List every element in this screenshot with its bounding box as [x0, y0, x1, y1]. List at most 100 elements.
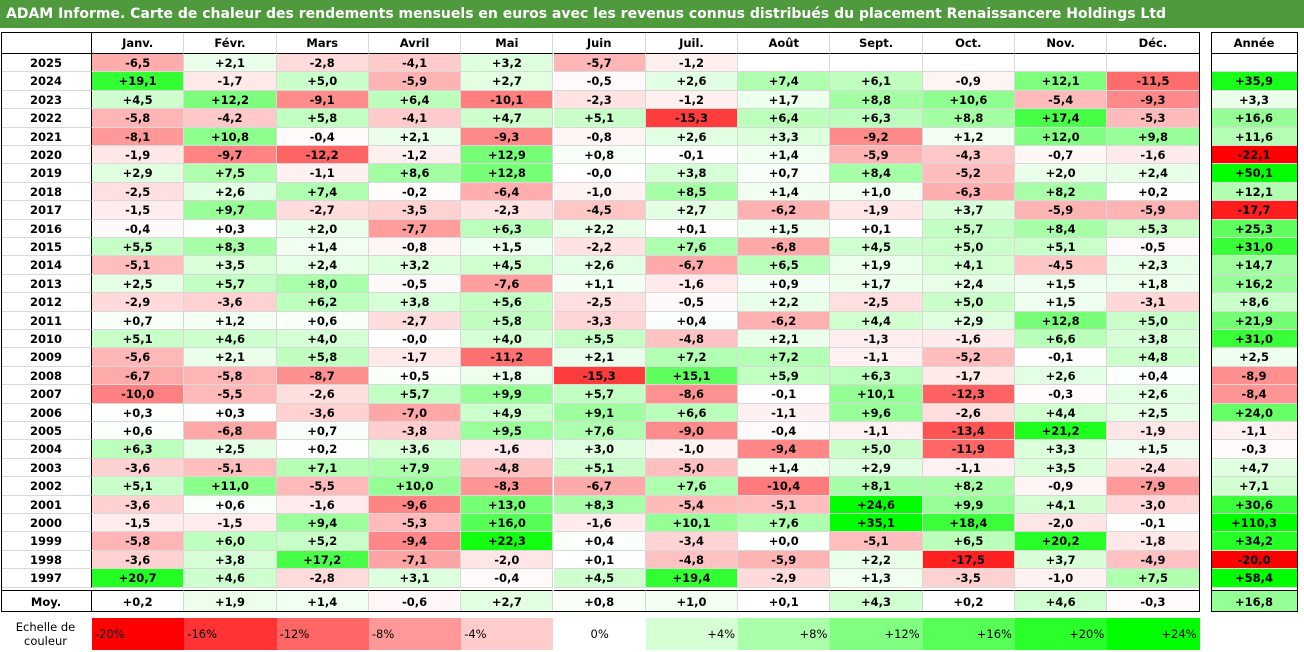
- heatmap-cell: -0,4: [92, 219, 185, 238]
- heatmap-cell: -1,6: [553, 514, 646, 533]
- heatmap-cell: +5,1: [1015, 238, 1108, 257]
- heatmap-cell: -5,1: [738, 495, 831, 514]
- heatmap-cell: -1,6: [276, 495, 369, 514]
- heatmap-cell: +2,0: [276, 219, 369, 238]
- year-label: 2000: [1, 514, 92, 533]
- heatmap-cell: +2,5: [1107, 403, 1200, 422]
- heatmap-cell: -7,7: [368, 219, 462, 238]
- heatmap-cell: +8,2: [1015, 182, 1108, 202]
- heatmap-cell: -7,6: [461, 274, 554, 294]
- heatmap-cell: -3,8: [368, 422, 462, 441]
- heatmap-cell: +0,1: [645, 219, 739, 238]
- heatmap-cell: +4,0: [461, 330, 554, 349]
- average-cell: -0,3: [1107, 589, 1200, 612]
- heatmap-cell: +12,9: [461, 146, 554, 165]
- heatmap-cell: +6,4: [738, 109, 831, 128]
- heatmap-cell: +2,7: [645, 201, 739, 220]
- heatmap-cell: +2,4: [922, 274, 1015, 294]
- annual-cell: +16,2: [1211, 274, 1298, 294]
- heatmap-cell: +2,4: [276, 256, 369, 275]
- heatmap-cell: -1,1: [276, 164, 369, 183]
- heatmap-cell: -5,7: [553, 54, 646, 73]
- heatmap-cell: +2,6: [1107, 385, 1200, 404]
- month-header: Juin: [553, 32, 646, 54]
- heatmap-cell: +6,1: [830, 72, 923, 91]
- heatmap-cell: +1,9: [830, 256, 923, 275]
- heatmap-cell: -0,5: [368, 274, 462, 294]
- heatmap-cell: -1,6: [1107, 146, 1200, 165]
- annual-cell: +58,4: [1211, 569, 1298, 588]
- heatmap-cell: +0,1: [830, 219, 923, 238]
- heatmap-cell: -1,2: [368, 146, 462, 165]
- heatmap-cell: -1,0: [1015, 569, 1108, 588]
- heatmap-cell: +1,7: [830, 274, 923, 294]
- heatmap-cell: +4,5: [830, 238, 923, 257]
- annual-cell: +31,0: [1211, 238, 1298, 257]
- heatmap-cell: +3,6: [368, 440, 462, 459]
- heatmap-cell: -2,6: [922, 403, 1015, 422]
- heatmap-cell: +0,3: [92, 403, 185, 422]
- average-cell: +2,7: [461, 589, 554, 612]
- heatmap-cell: +0,5: [368, 366, 462, 386]
- heatmap-cell: -0,1: [738, 385, 831, 404]
- average-cell: +1,0: [645, 589, 739, 612]
- heatmap-cell: +20,7: [92, 569, 185, 588]
- heatmap-cell: -6,7: [645, 256, 739, 275]
- heatmap-cell: -6,2: [738, 201, 831, 220]
- heatmap-cell: -11,2: [461, 348, 554, 367]
- heatmap-cell: +0,9: [738, 274, 831, 294]
- heatmap-cell: -9,4: [368, 532, 462, 551]
- heatmap-cell: +5,5: [553, 330, 646, 349]
- heatmap-cell: +1,3: [830, 569, 923, 588]
- heatmap-cell: +5,2: [276, 532, 369, 551]
- heatmap-cell: -2,5: [553, 293, 646, 312]
- year-label: 2018: [1, 182, 92, 202]
- heatmap-cell: -6,8: [184, 422, 277, 441]
- heatmap-cell: -4,8: [461, 458, 554, 478]
- heatmap-cell: +6,3: [461, 219, 554, 238]
- heatmap-cell: -8,1: [92, 127, 185, 146]
- heatmap-cell: +0,2: [276, 440, 369, 459]
- heatmap-cell: +2,9: [922, 311, 1015, 330]
- heatmap-cell: -5,6: [92, 348, 185, 367]
- year-label: 2019: [1, 164, 92, 183]
- heatmap-cell: -6,3: [922, 182, 1015, 202]
- heatmap-cell: -1,3: [830, 330, 923, 349]
- annual-cell: -1,1: [1211, 422, 1298, 441]
- heatmap-cell: +1,8: [1107, 274, 1200, 294]
- heatmap-cell: +1,4: [276, 238, 369, 257]
- heatmap-cell: -9,0: [645, 422, 739, 441]
- heatmap-cell: +19,4: [645, 569, 739, 588]
- color-scale-label-line2: couleur: [24, 634, 67, 648]
- annual-cell: -8,4: [1211, 385, 1298, 404]
- heatmap-cell: -7,1: [368, 550, 462, 570]
- color-scale-swatch: +8%: [738, 618, 831, 650]
- annual-cell: +12,1: [1211, 182, 1298, 202]
- heatmap-cell: -1,7: [368, 348, 462, 367]
- heatmap-cell: -2,7: [368, 311, 462, 330]
- color-scale-label: Echelle de couleur: [0, 620, 91, 648]
- heatmap-cell: -5,1: [830, 532, 923, 551]
- annual-cell: [1211, 54, 1298, 73]
- annual-cell: -0,3: [1211, 440, 1298, 459]
- heatmap-cell: +9,5: [461, 422, 554, 441]
- heatmap-cell: -6,7: [553, 477, 646, 496]
- heatmap-cell: -4,8: [645, 330, 739, 349]
- month-header: Oct.: [922, 32, 1015, 54]
- annual-cell: -8,9: [1211, 366, 1298, 386]
- heatmap-cell: +4,6: [184, 330, 277, 349]
- color-scale-swatch: +4%: [645, 618, 739, 650]
- month-header: Mai: [461, 32, 554, 54]
- heatmap-cell: +1,8: [461, 366, 554, 386]
- heatmap-cell: -10,1: [461, 90, 554, 110]
- heatmap-cell: +9,9: [461, 385, 554, 404]
- heatmap-cell: +17,4: [1015, 109, 1108, 128]
- heatmap-cell: +6,2: [276, 293, 369, 312]
- heatmap-cell: +2,9: [92, 164, 185, 183]
- heatmap-cell: +5,7: [922, 219, 1015, 238]
- heatmap-cell: -4,8: [645, 550, 739, 570]
- heatmap-cell: +5,0: [922, 293, 1015, 312]
- heatmap-cell: -5,4: [645, 495, 739, 514]
- heatmap-cell: +2,6: [645, 127, 739, 146]
- heatmap-cell: +5,8: [276, 348, 369, 367]
